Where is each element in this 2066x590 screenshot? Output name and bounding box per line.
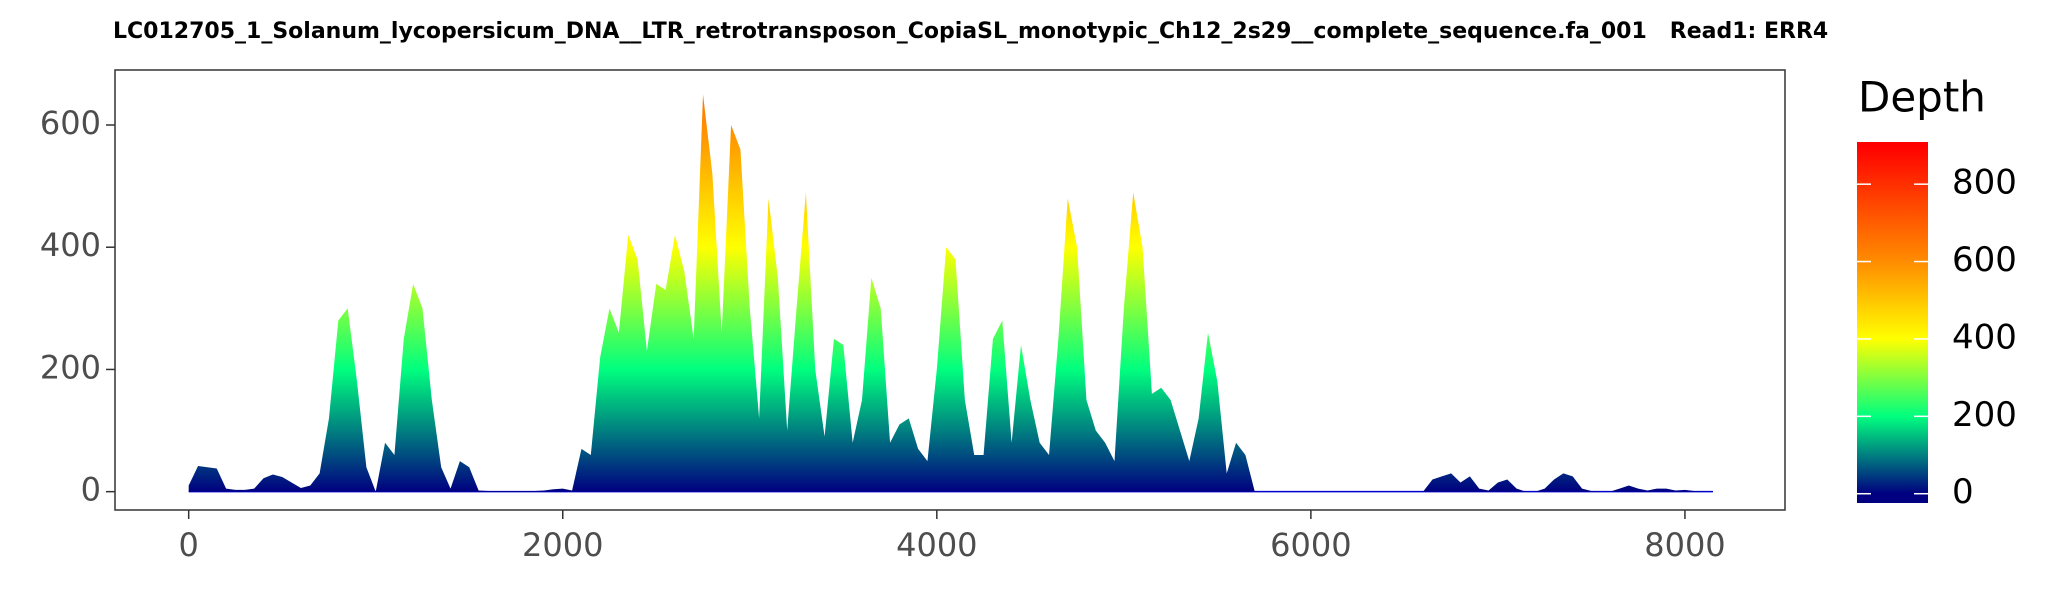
y-tick-label: 600 (40, 104, 101, 142)
x-tick-label: 0 (179, 526, 199, 564)
x-tick-label: 2000 (522, 526, 603, 564)
area (188, 94, 1713, 492)
x-tick-label: 6000 (1270, 526, 1351, 564)
panel-border (114, 69, 1786, 511)
x-tick-label: 8000 (1644, 526, 1725, 564)
legend-title: Depth (1858, 73, 1986, 122)
colorbar-label: 600 (1952, 240, 2017, 280)
y-tick-label: 400 (40, 226, 101, 264)
colorbar-label: 0 (1952, 472, 1974, 512)
colorbar-label: 800 (1952, 163, 2017, 203)
colorbar-label: 400 (1952, 317, 2017, 357)
colorbar (1857, 142, 1928, 503)
x-tick-label: 4000 (896, 526, 977, 564)
chart-title: LC012705_1_Solanum_lycopersicum_DNA__LTR… (113, 19, 1828, 44)
colorbar-label: 200 (1952, 395, 2017, 435)
y-tick-label: 200 (40, 348, 101, 386)
y-tick-label: 0 (81, 471, 101, 509)
